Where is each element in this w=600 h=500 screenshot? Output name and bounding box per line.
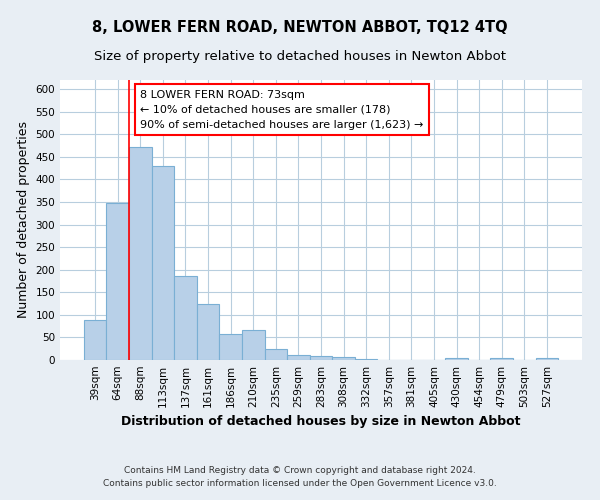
- Bar: [129, 147, 152, 360]
- Text: 8, LOWER FERN ROAD, NEWTON ABBOT, TQ12 4TQ: 8, LOWER FERN ROAD, NEWTON ABBOT, TQ12 4…: [92, 20, 508, 35]
- Bar: [536, 358, 558, 360]
- Bar: [355, 358, 377, 360]
- Bar: [445, 358, 468, 360]
- Bar: [84, 320, 106, 360]
- Y-axis label: Number of detached properties: Number of detached properties: [17, 122, 30, 318]
- Bar: [242, 330, 265, 360]
- Text: Contains HM Land Registry data © Crown copyright and database right 2024.
Contai: Contains HM Land Registry data © Crown c…: [103, 466, 497, 487]
- Bar: [106, 203, 129, 360]
- Bar: [152, 166, 174, 360]
- Bar: [287, 354, 310, 360]
- Text: 8 LOWER FERN ROAD: 73sqm
← 10% of detached houses are smaller (178)
90% of semi-: 8 LOWER FERN ROAD: 73sqm ← 10% of detach…: [140, 90, 424, 130]
- Bar: [197, 304, 220, 360]
- Bar: [174, 276, 197, 360]
- X-axis label: Distribution of detached houses by size in Newton Abbot: Distribution of detached houses by size …: [121, 416, 521, 428]
- Bar: [490, 358, 513, 360]
- Bar: [265, 348, 287, 360]
- Bar: [220, 334, 242, 360]
- Bar: [310, 356, 332, 360]
- Bar: [332, 357, 355, 360]
- Text: Size of property relative to detached houses in Newton Abbot: Size of property relative to detached ho…: [94, 50, 506, 63]
